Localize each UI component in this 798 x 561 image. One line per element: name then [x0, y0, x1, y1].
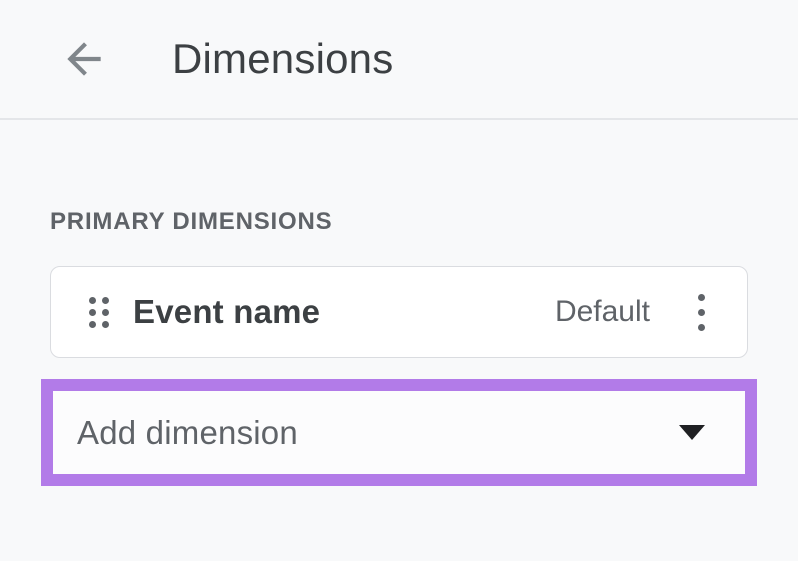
panel-content: PRIMARY DIMENSIONS Event name Default Ad… — [0, 120, 798, 486]
dimension-name: Event name — [133, 293, 321, 330]
page-title: Dimensions — [172, 35, 394, 82]
default-badge: Default — [554, 295, 650, 328]
arrow-left-icon — [67, 42, 101, 76]
panel-header: Dimensions — [0, 0, 798, 120]
add-dimension-dropdown[interactable]: Add dimension — [53, 391, 745, 474]
back-button[interactable] — [58, 33, 110, 85]
annotation-highlight: Add dimension — [41, 379, 757, 486]
kebab-menu-icon[interactable] — [692, 290, 711, 335]
primary-dimensions-section-label: PRIMARY DIMENSIONS — [50, 208, 333, 235]
dimension-row[interactable]: Event name Default — [50, 266, 748, 358]
drag-handle-icon[interactable] — [89, 296, 109, 328]
add-dimension-label: Add dimension — [77, 413, 298, 451]
caret-down-icon — [679, 425, 705, 440]
